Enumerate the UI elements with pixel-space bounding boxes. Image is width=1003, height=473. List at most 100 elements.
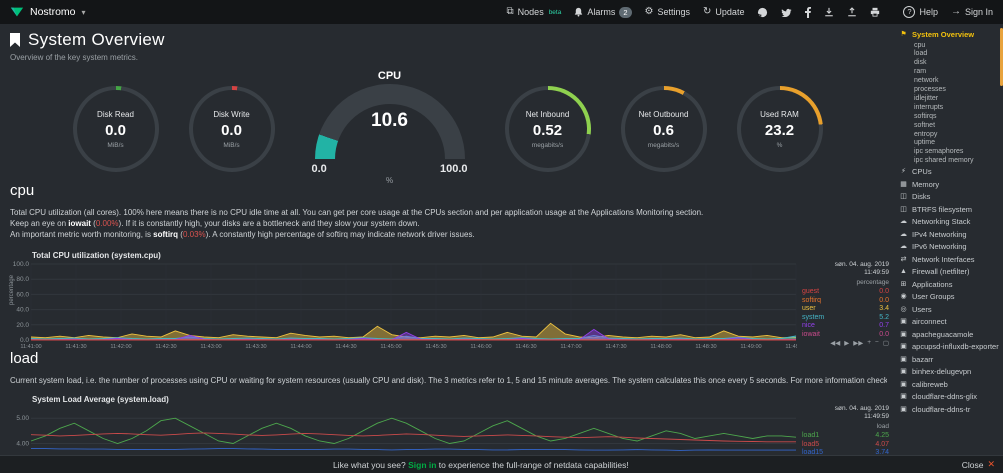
sidebar-item-label: cloudflare-ddns-tr bbox=[912, 404, 971, 414]
gauge-disk-read[interactable]: Disk Read 0.0 MiB/s bbox=[72, 86, 159, 172]
sidebar-item-airconnect[interactable]: ▣ airconnect bbox=[899, 316, 1001, 329]
sidebar-item-bazarr[interactable]: ▣ bazarr bbox=[899, 354, 1001, 367]
disk-icon: ◫ bbox=[900, 205, 907, 213]
rewind-icon[interactable]: ◀◀ bbox=[830, 340, 841, 347]
sidebar-subitem-softirqs[interactable]: softirqs bbox=[914, 112, 937, 120]
gauge-ring bbox=[188, 86, 275, 172]
close-button[interactable]: Close ✕ bbox=[962, 459, 995, 470]
legend-name: load15 bbox=[802, 449, 824, 456]
sidebar-item-networking-stack[interactable]: ☁ Networking Stack bbox=[899, 216, 1001, 229]
sidebar-item-cloudflare-ddns-tr[interactable]: ▣ cloudflare-ddns-tr bbox=[899, 404, 1001, 417]
sidebar-item-system-overview[interactable]: ⚑ System Overview bbox=[899, 29, 1001, 42]
sidebar-subitem-entropy[interactable]: entropy bbox=[914, 130, 938, 138]
legend-item-softirq[interactable]: softirq 0.0 bbox=[802, 297, 889, 306]
chevron-down-icon[interactable]: ▾ bbox=[81, 7, 86, 17]
gauge-net-outbound[interactable]: Net Outbound 0.6 megabits/s bbox=[620, 86, 707, 172]
svg-text:11:42:30: 11:42:30 bbox=[155, 344, 176, 349]
play-icon[interactable]: ▶ bbox=[844, 340, 850, 347]
svg-text:11:41:00: 11:41:00 bbox=[20, 344, 41, 349]
sidebar-scrollbar[interactable] bbox=[1000, 28, 1003, 86]
sidebar-subitem-cpu[interactable]: cpu bbox=[914, 41, 926, 49]
legend-item-user[interactable]: user 3.4 bbox=[802, 305, 889, 314]
update-button[interactable]: ↻ Update bbox=[703, 7, 744, 18]
sidebar-item-memory[interactable]: ▦ Memory bbox=[899, 179, 1001, 192]
svg-text:11:47:00: 11:47:00 bbox=[560, 344, 581, 349]
bookmark-icon bbox=[10, 33, 20, 47]
gauge-disk-write[interactable]: Disk Write 0.0 MiB/s bbox=[188, 86, 275, 172]
sidebar-subitem-disk[interactable]: disk bbox=[914, 59, 927, 67]
gauge-unit: MiB/s bbox=[223, 141, 240, 149]
svg-text:11:46:00: 11:46:00 bbox=[470, 344, 491, 349]
zoom-out-icon[interactable]: − bbox=[875, 339, 879, 346]
twitter-button[interactable] bbox=[781, 8, 792, 17]
gauge-used-ram[interactable]: Used RAM 23.2 % bbox=[736, 86, 823, 172]
sidebar-subitem-interrupts[interactable]: interrupts bbox=[914, 103, 944, 111]
sidebar-item-firewall-netfilter[interactable]: ▲ Firewall (netfilter) bbox=[899, 266, 1001, 279]
sidebar-item-user-groups[interactable]: ◉ User Groups bbox=[899, 291, 1001, 304]
sidebar-item-apcupsd-influxdb-exporter[interactable]: ▣ apcupsd-influxdb-exporter bbox=[899, 341, 1001, 354]
footer-banner: Like what you see? Sign in to experience… bbox=[0, 455, 1003, 473]
fast-forward-icon[interactable]: ▶▶ bbox=[853, 340, 864, 347]
help-button[interactable]: ? Help bbox=[903, 6, 938, 18]
sidebar-subitem-ipc-shared-memory[interactable]: ipc shared memory bbox=[914, 157, 974, 165]
export-button[interactable] bbox=[847, 7, 857, 17]
github-button[interactable] bbox=[757, 7, 768, 18]
nodes-label: Nodes bbox=[517, 7, 544, 17]
sidebar-item-btrfs-filesystem[interactable]: ◫ BTRFS filesystem bbox=[899, 204, 1001, 217]
resize-icon[interactable]: ▢ bbox=[882, 340, 889, 347]
nodes-button[interactable]: ⧉ Nodes beta bbox=[507, 7, 562, 18]
sidebar-item-cloudflare-ddns-glix[interactable]: ▣ cloudflare-ddns-glix bbox=[899, 391, 1001, 404]
sidebar-item-label: bazarr bbox=[912, 354, 934, 364]
sidebar-item-ipv4-networking[interactable]: ☁ IPv4 Networking bbox=[899, 229, 1001, 242]
load-chart-plot[interactable]: 5.004.003.00 bbox=[4, 405, 797, 456]
zoom-in-icon[interactable]: + bbox=[867, 339, 872, 346]
sidebar-subitem-network[interactable]: network bbox=[914, 77, 939, 85]
cpu-chart-plot[interactable]: 100.0 80.0 60.0 40.0 20.0 0.0 11:41:00 11:41:30… bbox=[4, 261, 797, 349]
gauge-net-inbound[interactable]: Net Inbound 0.52 megabits/s bbox=[504, 86, 591, 172]
legend-item-load1[interactable]: load1 4.25 bbox=[802, 432, 889, 441]
sidebar-subitem-ipc-semaphores[interactable]: ipc semaphores bbox=[914, 148, 964, 156]
settings-button[interactable]: ⚙ Settings bbox=[645, 7, 691, 18]
sidebar-item-users[interactable]: ◎ Users bbox=[899, 304, 1001, 317]
sidebar-item-calibreweb[interactable]: ▣ calibreweb bbox=[899, 379, 1001, 392]
import-button[interactable] bbox=[824, 7, 834, 17]
svg-text:4.00: 4.00 bbox=[16, 441, 29, 448]
sidebar-item-disks[interactable]: ◫ Disks bbox=[899, 191, 1001, 204]
bolt-icon: ⚡ bbox=[901, 168, 906, 176]
sidebar-item-network-interfaces[interactable]: ⇄ Network Interfaces bbox=[899, 254, 1001, 267]
sidebar-subitem-softnet[interactable]: softnet bbox=[914, 121, 936, 129]
sidebar-subitem-processes[interactable]: processes bbox=[914, 86, 946, 94]
sidebar-subitem-load[interactable]: load bbox=[914, 50, 928, 58]
cpu-chart-legend: søn. 04. aug. 2019 11:49:59 percentage g… bbox=[797, 261, 889, 349]
signin-button[interactable]: → Sign In bbox=[951, 7, 993, 18]
github-icon bbox=[757, 7, 768, 18]
legend-item-guest[interactable]: guest 0.0 bbox=[802, 288, 889, 297]
sidebar-subitem-ram[interactable]: ram bbox=[914, 68, 927, 76]
alarms-button[interactable]: Alarms 2 bbox=[574, 6, 632, 18]
signin-link[interactable]: Sign in bbox=[408, 459, 437, 470]
sidebar-subitem-idlejitter[interactable]: idlejitter bbox=[914, 94, 939, 102]
close-label: Close bbox=[961, 459, 984, 470]
main-content: System Overview Overview of the key syst… bbox=[0, 24, 895, 456]
sidebar-item-apacheguacamole[interactable]: ▣ apacheguacamole bbox=[899, 329, 1001, 342]
print-button[interactable] bbox=[870, 7, 880, 17]
legend-item-load15[interactable]: load15 3.74 bbox=[802, 449, 889, 456]
sidebar-item-cpus[interactable]: ⚡ CPUs bbox=[899, 166, 1001, 179]
sidebar-item-binhex-delugevpn[interactable]: ▣ binhex-delugevpn bbox=[899, 366, 1001, 379]
legend-item-iowait[interactable]: iowait 0.0 bbox=[802, 331, 889, 340]
host-name[interactable]: Nostromo bbox=[30, 6, 76, 18]
sidebar-item-ipv6-networking[interactable]: ☁ IPv6 Networking bbox=[899, 241, 1001, 254]
chart-title: System Load Average (system.load) bbox=[32, 395, 169, 404]
sidebar-subitem-uptime[interactable]: uptime bbox=[914, 139, 936, 147]
svg-text:11:44:30: 11:44:30 bbox=[335, 344, 356, 349]
cpu-section: cpu Total CPU utilization (all cores). 1… bbox=[10, 182, 887, 240]
sidebar-item-applications[interactable]: ⊞ Applications bbox=[899, 279, 1001, 292]
gauge-ring bbox=[72, 86, 159, 172]
gauge-cpu[interactable]: CPU 10.6 0.0 100.0 % bbox=[305, 70, 475, 185]
netdata-logo[interactable] bbox=[10, 5, 24, 19]
legend-item-system[interactable]: system 5.2 bbox=[802, 314, 889, 323]
facebook-button[interactable] bbox=[805, 6, 812, 18]
legend-item-nice[interactable]: nice 0.7 bbox=[802, 322, 889, 331]
legend-item-load5[interactable]: load5 4.07 bbox=[802, 441, 889, 450]
chart-unit: load bbox=[876, 423, 889, 430]
